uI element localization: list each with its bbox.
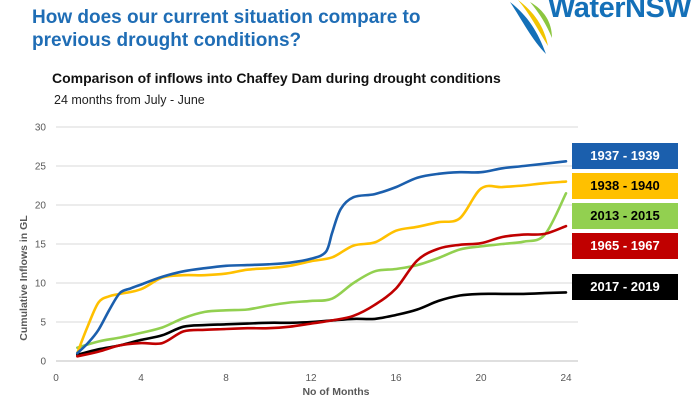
x-tick-label: 16 [390, 373, 402, 384]
series-line-1937-1939 [76, 160, 568, 355]
y-tick-label: 15 [35, 240, 47, 251]
x-tick-label: 20 [475, 373, 487, 384]
x-tick-label: 24 [560, 373, 572, 384]
legend-entry-1965-1967: 1965 - 1967 [572, 233, 678, 259]
y-tick-label: 5 [40, 318, 46, 329]
legend-entry-2013-2015: 2013 - 2015 [572, 203, 678, 229]
y-axis-label: Cumulative Inflows in GL [18, 215, 30, 341]
series-line-1938-1940 [76, 180, 568, 355]
y-tick-label: 30 [35, 123, 47, 134]
chart-title: Comparison of inflows into Chaffey Dam d… [52, 70, 501, 86]
x-tick-label: 4 [138, 373, 144, 384]
logo-text: WaterNSW [548, 0, 692, 24]
legend-entry-2017-2019: 2017 - 2019 [572, 274, 678, 300]
x-tick-label: 0 [53, 373, 59, 384]
series-lines [76, 160, 568, 358]
waternsw-logo: WaterNSW [508, 0, 694, 56]
y-tick-label: 0 [40, 357, 46, 368]
legend-entry-1937-1939: 1937 - 1939 [572, 143, 678, 169]
logo-swoosh-icon [510, 0, 552, 54]
y-tick-label: 20 [35, 201, 47, 212]
y-tick-label: 10 [35, 279, 47, 290]
series-line-2013-2015 [76, 192, 568, 349]
headline: How does our current situation compare t… [32, 7, 421, 51]
axes: 0 5 10 15 20 25 30 0 4 8 12 16 20 24 [35, 123, 578, 384]
y-tick-label: 25 [35, 162, 47, 173]
x-tick-label: 12 [305, 373, 317, 384]
chart-subtitle: 24 months from July - June [54, 93, 205, 107]
legend-entry-1938-1940: 1938 - 1940 [572, 173, 678, 199]
x-tick-label: 8 [223, 373, 229, 384]
series-line-1965-1967 [76, 224, 568, 358]
x-axis-label: No of Months [302, 386, 369, 398]
